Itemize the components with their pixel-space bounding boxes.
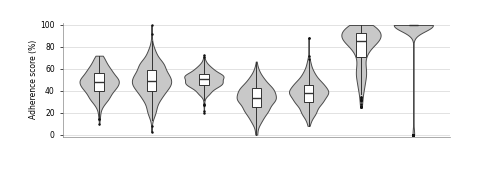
PathPatch shape bbox=[94, 73, 104, 91]
PathPatch shape bbox=[304, 85, 314, 102]
PathPatch shape bbox=[252, 89, 261, 107]
PathPatch shape bbox=[199, 74, 208, 85]
Y-axis label: Adherence score (%): Adherence score (%) bbox=[28, 40, 38, 120]
PathPatch shape bbox=[147, 70, 156, 91]
PathPatch shape bbox=[356, 33, 366, 58]
